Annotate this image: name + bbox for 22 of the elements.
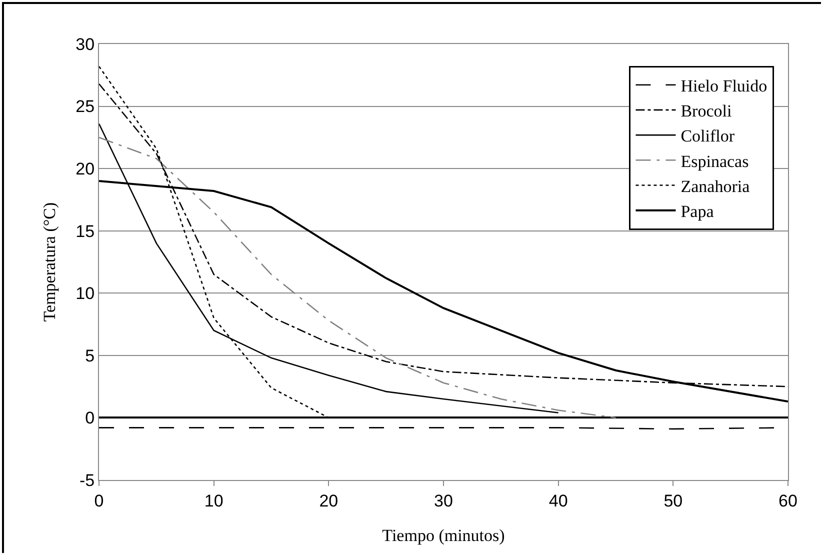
y-tick-label: 25 bbox=[76, 97, 95, 116]
y-axis-title: Temperatura (°C) bbox=[40, 202, 59, 322]
y-tick-label: 30 bbox=[76, 34, 95, 54]
legend-label: Hielo Fluido bbox=[680, 76, 768, 96]
legend-label: Brocoli bbox=[680, 102, 732, 121]
x-tick-label: 20 bbox=[319, 491, 338, 510]
y-tick-label: 15 bbox=[76, 222, 95, 241]
x-tick-label: 50 bbox=[664, 491, 683, 510]
legend-label: Espinacas bbox=[680, 152, 749, 171]
x-tick-label: 60 bbox=[778, 491, 798, 510]
y-tick-label: -5 bbox=[79, 470, 95, 490]
y-tick-label: 20 bbox=[76, 160, 95, 179]
x-tick-label: 10 bbox=[204, 491, 224, 510]
x-axis-title: Tiempo (minutos) bbox=[382, 526, 505, 545]
legend-label: Coliflor bbox=[680, 126, 735, 146]
y-tick-label: 0 bbox=[85, 408, 95, 428]
x-tick-label: 30 bbox=[434, 491, 453, 510]
legend-label: Papa bbox=[680, 202, 714, 221]
legend-label: Zanahoria bbox=[680, 176, 750, 196]
x-tick-label: 40 bbox=[548, 491, 568, 510]
y-tick-label: 5 bbox=[85, 346, 95, 366]
y-tick-label: 10 bbox=[76, 284, 95, 304]
